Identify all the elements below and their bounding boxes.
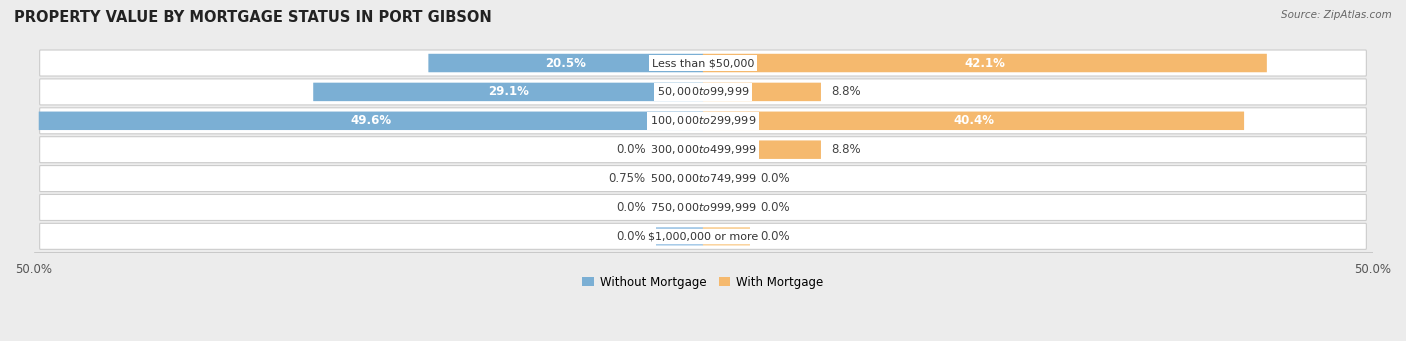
FancyBboxPatch shape [703, 169, 749, 188]
Text: $50,000 to $99,999: $50,000 to $99,999 [657, 85, 749, 99]
FancyBboxPatch shape [703, 112, 1244, 130]
FancyBboxPatch shape [703, 198, 749, 217]
Text: 0.0%: 0.0% [761, 172, 790, 185]
Text: 20.5%: 20.5% [546, 57, 586, 70]
Text: 8.8%: 8.8% [831, 85, 860, 99]
Text: Source: ZipAtlas.com: Source: ZipAtlas.com [1281, 10, 1392, 20]
Text: 0.0%: 0.0% [616, 230, 645, 243]
Text: $100,000 to $299,999: $100,000 to $299,999 [650, 114, 756, 127]
FancyBboxPatch shape [657, 169, 703, 188]
FancyBboxPatch shape [39, 79, 1367, 105]
Text: 42.1%: 42.1% [965, 57, 1005, 70]
Text: 0.0%: 0.0% [616, 143, 645, 156]
FancyBboxPatch shape [314, 83, 703, 101]
FancyBboxPatch shape [657, 140, 703, 159]
Text: 40.4%: 40.4% [953, 114, 994, 127]
Text: PROPERTY VALUE BY MORTGAGE STATUS IN PORT GIBSON: PROPERTY VALUE BY MORTGAGE STATUS IN POR… [14, 10, 492, 25]
FancyBboxPatch shape [39, 166, 1367, 192]
Text: 49.6%: 49.6% [350, 114, 391, 127]
Text: $1,000,000 or more: $1,000,000 or more [648, 231, 758, 241]
FancyBboxPatch shape [703, 140, 821, 159]
Text: $300,000 to $499,999: $300,000 to $499,999 [650, 143, 756, 156]
FancyBboxPatch shape [39, 194, 1367, 221]
FancyBboxPatch shape [39, 50, 1367, 76]
Text: Less than $50,000: Less than $50,000 [652, 58, 754, 68]
Text: 0.0%: 0.0% [761, 201, 790, 214]
FancyBboxPatch shape [39, 108, 1367, 134]
FancyBboxPatch shape [703, 54, 1267, 72]
Text: 29.1%: 29.1% [488, 85, 529, 99]
FancyBboxPatch shape [703, 83, 821, 101]
FancyBboxPatch shape [657, 227, 703, 246]
FancyBboxPatch shape [703, 227, 749, 246]
Legend: Without Mortgage, With Mortgage: Without Mortgage, With Mortgage [578, 271, 828, 294]
FancyBboxPatch shape [657, 198, 703, 217]
Text: 8.8%: 8.8% [831, 143, 860, 156]
Text: 0.75%: 0.75% [609, 172, 645, 185]
FancyBboxPatch shape [39, 112, 703, 130]
FancyBboxPatch shape [39, 223, 1367, 249]
Text: $750,000 to $999,999: $750,000 to $999,999 [650, 201, 756, 214]
Text: 0.0%: 0.0% [616, 201, 645, 214]
Text: 0.0%: 0.0% [761, 230, 790, 243]
FancyBboxPatch shape [429, 54, 703, 72]
Text: $500,000 to $749,999: $500,000 to $749,999 [650, 172, 756, 185]
FancyBboxPatch shape [39, 137, 1367, 163]
